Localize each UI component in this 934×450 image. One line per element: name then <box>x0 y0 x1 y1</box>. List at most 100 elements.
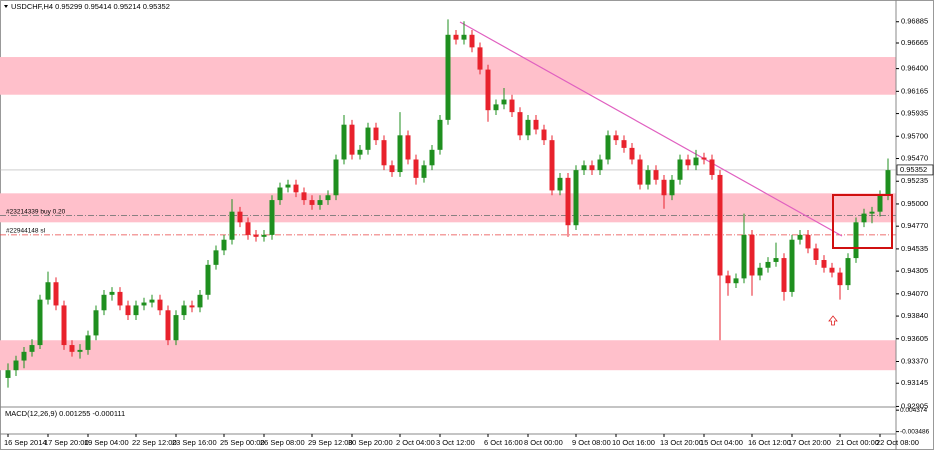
x-tick-label: 30 Sep 20:00 <box>348 438 393 447</box>
x-tick-label: 10 Oct 16:00 <box>612 438 655 447</box>
candle-body <box>821 260 827 268</box>
candle-body <box>125 305 131 316</box>
macd-tick-label: 0.004374 <box>900 407 927 414</box>
candle-body <box>381 140 387 166</box>
candle-body <box>397 135 403 173</box>
x-tick-label: 26 Sep 08:00 <box>260 438 305 447</box>
candle-body <box>253 234 259 237</box>
candle-body <box>549 140 555 191</box>
candle-body <box>429 149 435 166</box>
candle-body <box>477 47 483 70</box>
y-tick-label: 0.94770 <box>901 221 928 230</box>
candle-body <box>37 299 43 346</box>
candle-body <box>493 104 499 111</box>
candle-body <box>325 195 331 201</box>
candle-body <box>685 159 691 166</box>
menu-icon <box>4 5 8 8</box>
candle-body <box>45 282 51 300</box>
candle-body <box>613 135 619 141</box>
candle-body <box>221 239 227 251</box>
y-tick-label: 0.95470 <box>901 154 928 163</box>
candle-body <box>509 99 515 113</box>
x-tick-label: 16 Oct 12:00 <box>748 438 791 447</box>
candle-body <box>741 234 747 279</box>
candle-body <box>117 291 123 306</box>
candle-body <box>461 34 467 40</box>
last-price-label: 0.95352 <box>900 165 927 174</box>
candle-body <box>29 345 35 352</box>
candle-body <box>261 234 267 237</box>
candle-body <box>21 351 27 361</box>
candle-body <box>701 157 707 160</box>
candle-body <box>85 335 91 350</box>
zone <box>0 340 896 371</box>
x-tick-label: 21 Oct 00:00 <box>836 438 879 447</box>
candle-body <box>197 294 203 308</box>
candles <box>5 19 891 388</box>
order-label: #23214339 buy 0.20 <box>6 208 66 215</box>
candle-body <box>301 192 307 201</box>
candle-body <box>781 258 787 292</box>
levels: #23214339 buy 0.20 #22944148 sl <box>0 169 896 236</box>
candle-body <box>805 234 811 249</box>
candle-body <box>229 211 235 240</box>
candle-body <box>61 305 67 346</box>
candle-body <box>269 200 275 235</box>
trend-line <box>459 21 843 237</box>
candle-body <box>133 305 139 316</box>
candle-body <box>589 165 595 171</box>
x-tick-label: 9 Oct 08:00 <box>572 438 611 447</box>
y-tick-label: 0.94535 <box>901 244 928 253</box>
candle-body <box>485 69 491 111</box>
x-tick-label: 15 Oct 04:00 <box>700 438 743 447</box>
y-tick-label: 0.95700 <box>901 131 928 140</box>
candle-body <box>813 248 819 261</box>
last-price-box <box>896 164 934 176</box>
candle-body <box>645 170 651 185</box>
up-arrow <box>828 315 838 326</box>
candle-body <box>725 275 731 284</box>
candle-body <box>853 222 859 259</box>
candle-body <box>349 124 355 155</box>
y-tick-label: 0.95935 <box>901 109 928 118</box>
candle-body <box>637 159 643 185</box>
candle-body <box>405 135 411 160</box>
x-tick-label: 22 Sep 12:00 <box>132 438 177 447</box>
y-tick-label: 0.96665 <box>901 38 928 47</box>
x-tick-label: 6 Oct 16:00 <box>484 438 523 447</box>
candle-body <box>453 34 459 40</box>
candle-body <box>877 195 883 212</box>
candle-body <box>93 310 99 336</box>
candle-body <box>829 267 835 273</box>
candle-body <box>165 310 171 341</box>
candle-body <box>845 258 851 286</box>
candle-body <box>469 34 475 48</box>
candle-body <box>189 305 195 308</box>
chart-title: USDCHF,H4 0.95299 0.95414 0.95214 0.9535… <box>11 2 170 11</box>
candle-body <box>693 157 699 166</box>
candle-body <box>13 360 19 371</box>
candle-body <box>789 239 795 292</box>
candle-body <box>501 99 507 105</box>
candle-body <box>757 267 763 276</box>
candle-body <box>277 187 283 201</box>
candle-body <box>69 345 75 352</box>
x-tick-label: 25 Sep 00:00 <box>220 438 265 447</box>
candle-body <box>629 147 635 160</box>
candle-body <box>341 124 347 160</box>
candle-body <box>157 299 163 311</box>
candle-body <box>765 261 771 268</box>
candle-body <box>437 119 443 150</box>
x-tick-label: 8 Oct 00:00 <box>524 438 563 447</box>
candle-body <box>861 213 867 223</box>
candle-body <box>245 222 251 235</box>
y-tick-label: 0.93840 <box>901 311 928 320</box>
candle-body <box>661 179 667 196</box>
x-tick-label: 19 Sep 04:00 <box>84 438 129 447</box>
candle-body <box>797 234 803 240</box>
x-tick-label: 29 Sep 12:00 <box>308 438 353 447</box>
x-tick-label: 17 Oct 20:00 <box>788 438 831 447</box>
macd-title: MACD(12,26,9) 0.001255 -0.000111 <box>5 409 125 418</box>
candle-body <box>53 282 59 306</box>
